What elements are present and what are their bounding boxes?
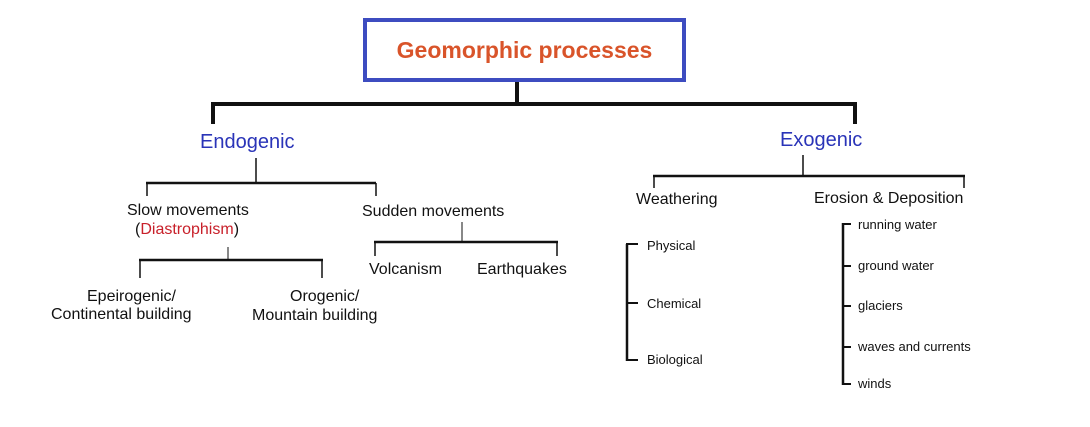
weathering-label: Weathering (636, 191, 718, 208)
erosion-item-waves-and-currents: waves and currents (858, 339, 971, 354)
weathering-item-physical: Physical (647, 238, 696, 253)
erosion-deposition-label: Erosion & Deposition (814, 190, 964, 207)
diastrophism-line: (Diastrophism) (135, 221, 240, 238)
root-node-label: Geomorphic processes (396, 36, 653, 63)
epeirogenic-label-line2: Continental building (51, 306, 192, 323)
erosion-item-running-water: running water (858, 217, 937, 232)
volcanism-label: Volcanism (369, 261, 442, 278)
endogenic-label: Endogenic (200, 131, 295, 153)
erosion-item-winds: winds (858, 376, 892, 391)
diastrophism-label: Diastrophism (140, 221, 234, 238)
root-node-box: Geomorphic processes (363, 18, 686, 82)
slow-movements-label: Slow movements (127, 202, 249, 219)
earthquakes-label: Earthquakes (477, 261, 567, 278)
orogenic-label-line2: Mountain building (252, 307, 378, 324)
sudden-movements-label: Sudden movements (362, 203, 505, 220)
erosion-item-ground-water: ground water (858, 258, 934, 273)
erosion-item-glaciers: glaciers (858, 298, 903, 313)
epeirogenic-label-line1: Epeirogenic/ (87, 288, 176, 305)
weathering-item-chemical: Chemical (647, 296, 702, 311)
exogenic-label: Exogenic (780, 129, 863, 151)
weathering-item-biological: Biological (647, 352, 703, 367)
orogenic-label-line1: Orogenic/ (290, 288, 360, 305)
